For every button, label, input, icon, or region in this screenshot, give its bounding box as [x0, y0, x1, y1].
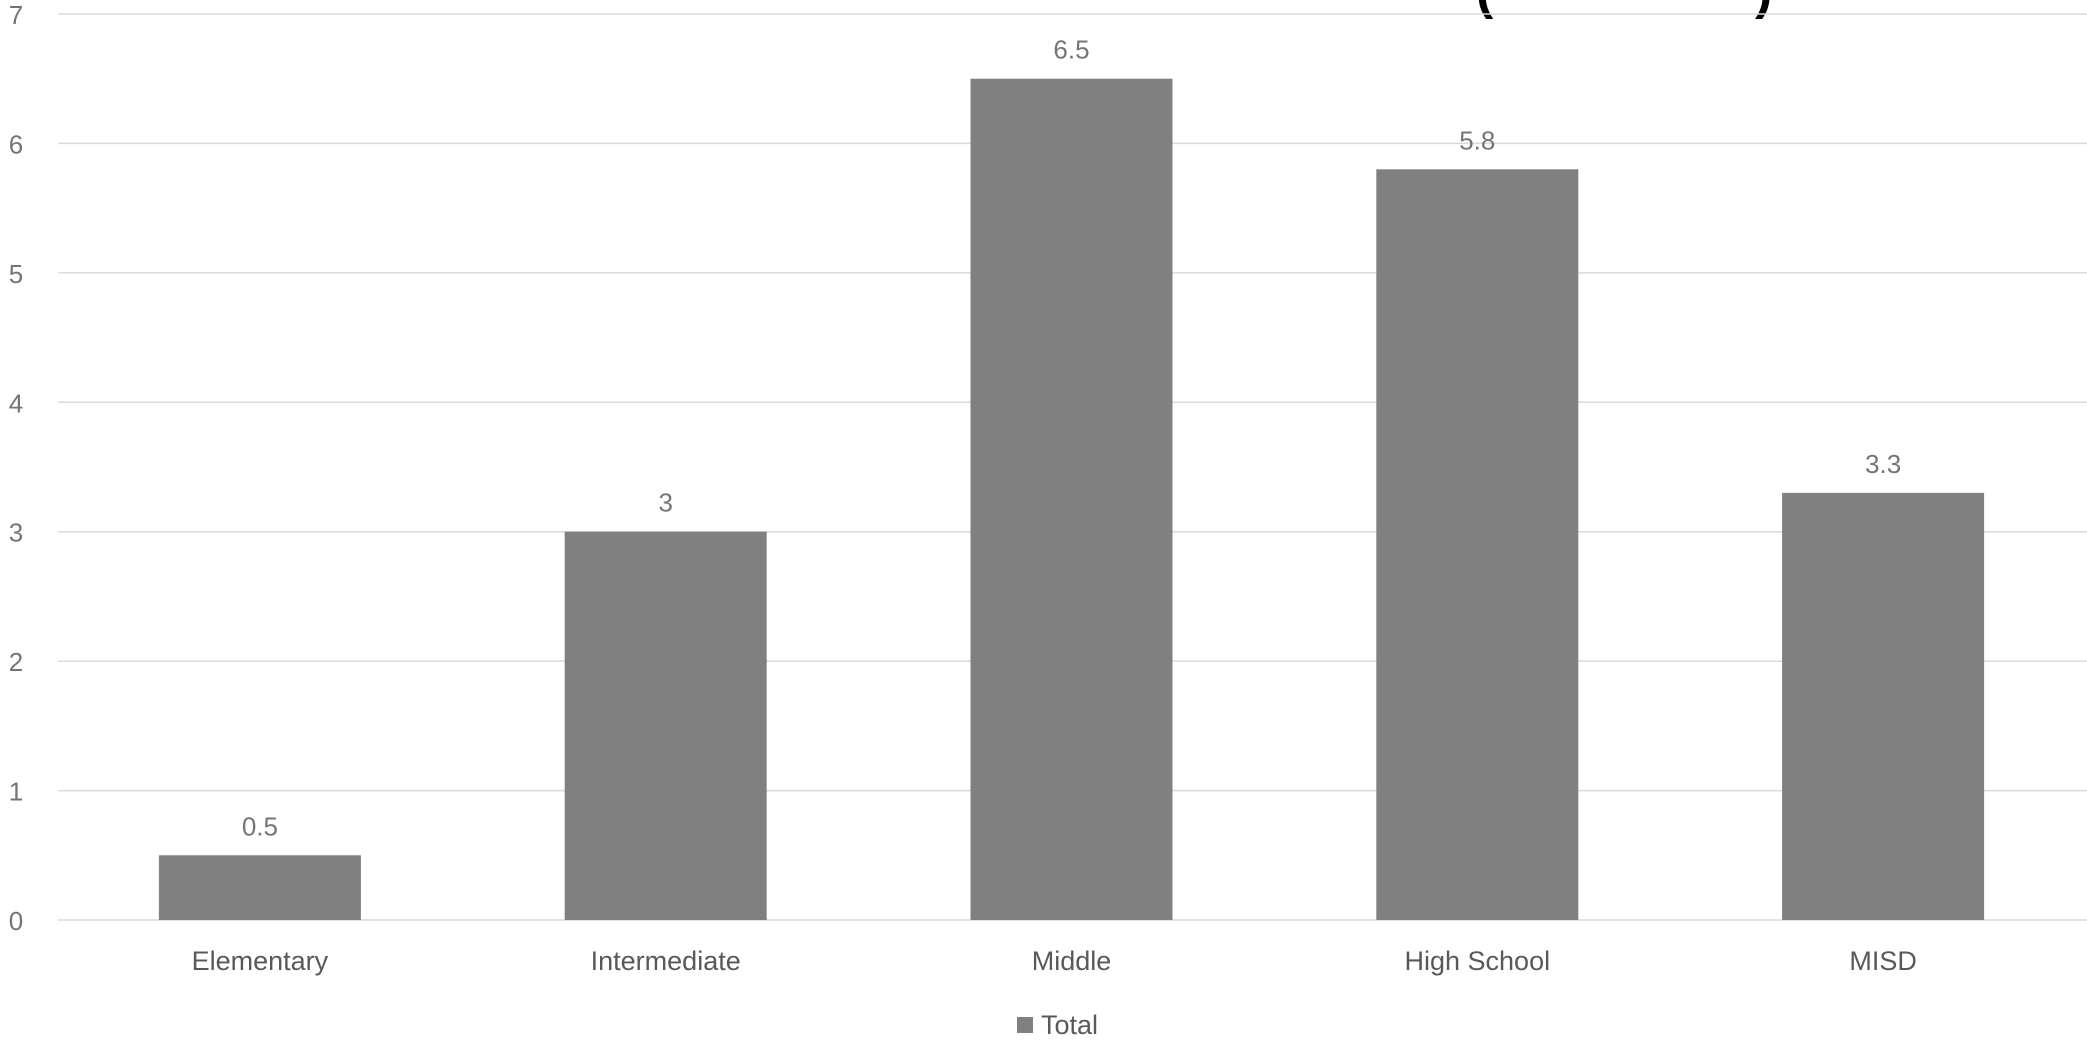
data-labels: 0.5 3 6.5 5.8 3.3 [242, 35, 1901, 842]
x-axis-tick-labels: Elementary Intermediate Middle High School M… [192, 946, 1917, 976]
legend-label[interactable]: Total [1041, 1010, 1098, 1040]
data-label: 6.5 [1053, 35, 1089, 65]
data-label: 3.3 [1865, 449, 1901, 479]
y-tick-label: 1 [9, 777, 23, 807]
chart-title-layer: () [1476, 0, 1772, 20]
y-tick-label: 6 [9, 129, 23, 159]
data-label: 5.8 [1459, 125, 1495, 155]
bar-intermediate[interactable] [564, 531, 767, 920]
x-tick-label: Elementary [192, 946, 329, 976]
chart-title-fragment-end: ) [1755, 0, 1772, 20]
bar-elementary[interactable] [158, 855, 361, 920]
data-label: 3 [658, 488, 672, 518]
x-tick-label: High School [1405, 946, 1551, 976]
x-tick-label: Intermediate [591, 946, 741, 976]
y-tick-label: 4 [9, 388, 23, 418]
y-axis-tick-labels: 0 1 2 3 4 5 6 7 [9, 0, 23, 936]
bar-middle[interactable] [970, 78, 1173, 920]
x-tick-label: Middle [1032, 946, 1112, 976]
chart-title-fragment: ( [1476, 0, 1494, 20]
y-tick-label: 7 [9, 0, 23, 30]
bars [158, 78, 1985, 921]
bar-misd[interactable] [1782, 492, 1985, 920]
y-tick-label: 0 [9, 906, 23, 936]
y-tick-label: 3 [9, 518, 23, 548]
bar-high-school[interactable] [1376, 169, 1579, 921]
legend-marker [1017, 1017, 1033, 1033]
y-tick-label: 2 [9, 647, 23, 677]
legend[interactable]: Total [1017, 1010, 1098, 1040]
y-tick-label: 5 [9, 259, 23, 289]
data-label: 0.5 [242, 811, 278, 841]
x-tick-label: MISD [1849, 946, 1917, 976]
